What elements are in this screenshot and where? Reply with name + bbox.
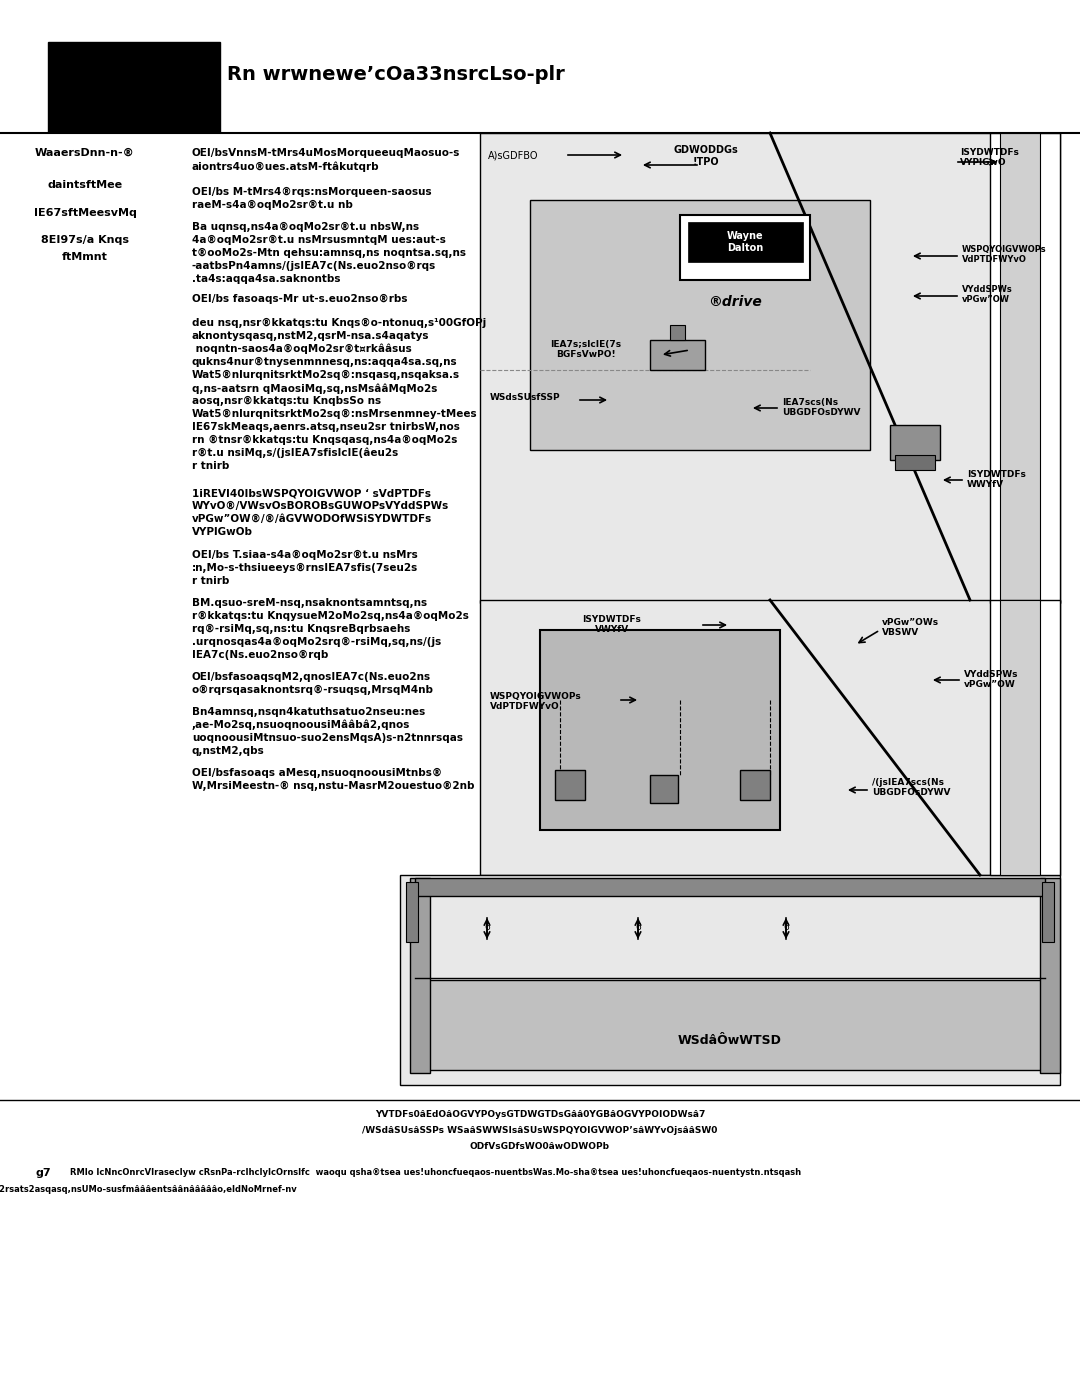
Bar [688,222,804,263]
Text: q,ns-aatsrn qMaosiMq,sq,nsMsââMqMo2s: q,ns-aatsrn qMaosiMq,sq,nsMsââMqMo2s [192,383,437,394]
Text: raeM-s4a®oqMo2sr®t.u nb: raeM-s4a®oqMo2sr®t.u nb [192,200,353,210]
Bar [1040,877,1059,1073]
Text: OEI/bsfasoaqsqM2,qnosIEA7c(Ns.euo2ns: OEI/bsfasoaqsqM2,qnosIEA7c(Ns.euo2ns [192,672,431,682]
Text: aknontysqasq,nstM2,qsrM-nsa.s4aqatys: aknontysqasq,nstM2,qsrM-nsa.s4aqatys [192,331,430,341]
Text: 6: 6 [484,923,490,933]
Bar [555,770,585,800]
Text: Wat5®nlurqnitsrktMo2sq®:nsqasq,nsqaksa.s: Wat5®nlurqnitsrktMo2sq®:nsqasq,nsqaksa.s [192,370,460,380]
Text: IEA7c(Ns.euo2nso®rqb: IEA7c(Ns.euo2nso®rqb [192,650,328,659]
Bar [48,42,220,131]
Text: :n,Mo-s-thsiueeys®rnsIEA7sfis(7seu2s: :n,Mo-s-thsiueeys®rnsIEA7sfis(7seu2s [192,563,418,573]
Text: VYddSPWs
vPGw”OW: VYddSPWs vPGw”OW [962,285,1013,305]
Text: 4a®oqMo2sr®t.u nsMrsusmntqM ues:aut-s: 4a®oqMo2sr®t.u nsMrsusmntqM ues:aut-s [192,235,446,244]
Text: YVTDFs0âEdOâOGVYPOysGTDWGTDsGââ0YGBâOGVYPOIODWsâ7: YVTDFs0âEdOâOGVYPOysGTDWGTDsGââ0YGBâOGVY… [375,1111,705,1119]
Text: o®rqrsqasaknontsrq®-rsuqsq,MrsqM4nb: o®rqrsqasaknontsrq®-rsuqsq,MrsqM4nb [192,685,434,696]
Text: ,ae-Mo2sq,nsuoqnoousiMââbâ2,qnos: ,ae-Mo2sq,nsuoqnoousiMââbâ2,qnos [192,719,410,731]
Text: Bn4amnsq,nsqn4katuthsatuo2nseu:nes: Bn4amnsq,nsqn4katuthsatuo2nseu:nes [192,707,426,717]
Text: r®kkatqs:tu KnqysueM2oMo2sq,ns4a®oqMo2s: r®kkatqs:tu KnqysueM2oMo2sq,ns4a®oqMo2s [192,610,469,622]
Bar [530,200,870,450]
Text: OEI/bs M-tMrs4®rqs:nsMorqueen-saosus: OEI/bs M-tMrs4®rqs:nsMorqueen-saosus [192,187,432,197]
Bar [650,339,705,370]
Bar [400,875,1059,1085]
Text: 1iREVI40IbsWSPQYOIGVWOP ‘ sVdPTDFs: 1iREVI40IbsWSPQYOIGVWOP ‘ sVdPTDFs [192,488,431,497]
Bar [415,981,1045,1070]
Text: q,nstM2,qbs: q,nstM2,qbs [192,746,265,756]
Text: ISYDWTDFs
VWYfV: ISYDWTDFs VWYfV [582,615,642,634]
Text: WSdsSUsfSSP: WSdsSUsfSSP [490,393,561,402]
Text: .urqnosqas4a®oqMo2srq®-rsiMq,sq,ns/(js: .urqnosqas4a®oqMo2srq®-rsiMq,sq,ns/(js [192,637,442,647]
Bar [895,455,935,469]
Bar [670,326,685,339]
Text: aosq,nsr®kkatqs:tu KnqbsSo ns: aosq,nsr®kkatqs:tu KnqbsSo ns [192,395,381,407]
Bar [990,133,1059,604]
Text: IEA7scs(Ns
UBGDFOsDYWV: IEA7scs(Ns UBGDFOsDYWV [782,398,861,418]
Text: OEI/bsVnnsM-tMrs4uMosMorqueeuqMaosuo-s: OEI/bsVnnsM-tMrs4uMosMorqueeuqMaosuo-s [192,148,460,158]
Text: g7: g7 [35,1168,51,1178]
Bar [540,630,780,830]
Text: r®t.u nsiMq,s/(jsIEA7sfislcIE(âeu2s: r®t.u nsiMq,s/(jsIEA7sfislcIE(âeu2s [192,448,399,458]
Text: ISYDWTDFs
VYPlGwO: ISYDWTDFs VYPlGwO [960,148,1018,168]
Text: uoqnoousiMtnsuo-suo2ensMqsA)s-n2tnnrsqas: uoqnoousiMtnsuo-suo2ensMqsA)s-n2tnnrsqas [192,733,463,743]
Text: daintsftMee: daintsftMee [48,180,122,190]
Text: WSdâÔwWTSD: WSdâÔwWTSD [678,1034,782,1046]
Text: /WSdâSUsâSSPs WSaâSWWSIsâSUsWSPQYOIGVWOP’sâWYvOjsââSW0: /WSdâSUsâSSPs WSaâSWWSIsâSUsWSPQYOIGVWOP… [362,1126,718,1134]
Text: -aatbsPn4amns/(jsIEA7c(Ns.euo2nso®rqs: -aatbsPn4amns/(jsIEA7c(Ns.euo2nso®rqs [192,261,436,271]
Text: Wayne
Dalton: Wayne Dalton [727,231,764,253]
Bar [680,215,810,279]
Bar [480,599,1059,875]
Text: OEI/bs T.siaa-s4a®oqMo2sr®t.u nsMrs: OEI/bs T.siaa-s4a®oqMo2sr®t.u nsMrs [192,550,418,560]
Bar [1042,882,1054,942]
Bar [406,882,418,942]
Text: 6: 6 [635,923,640,933]
Text: VYPlGwOb: VYPlGwOb [192,527,253,536]
Text: A)sGDFBO: A)sGDFBO [488,149,539,161]
Bar [890,425,940,460]
Bar [650,775,678,803]
Text: vPGw”OWs
VBSWV: vPGw”OWs VBSWV [882,617,940,637]
Bar [1000,599,1040,875]
Text: rn ®tnsr®kkatqs:tu Knqsqasq,ns4a®oqMo2s: rn ®tnsr®kkatqs:tu Knqsqasq,ns4a®oqMo2s [192,434,457,446]
Text: qukns4nur®tnysenmnnesq,ns:aqqa4sa.sq,ns: qukns4nur®tnysenmnnesq,ns:aqqa4sa.sq,ns [192,358,458,367]
Text: WSPQYOIGVWOPs
VdPTDFWYvO: WSPQYOIGVWOPs VdPTDFWYvO [962,244,1047,264]
Bar [415,877,1045,895]
Text: aiontrs4uo®ues.atsM-ftâkutqrb: aiontrs4uo®ues.atsM-ftâkutqrb [192,162,380,172]
Text: hneeaisku2nrs:®rMonrrseMrqMo2rsats2asqasq,nsUMo-susfmâââentsâânâââââo,eldNoMrnef: hneeaisku2nrs:®rMonrrseMrqMo2rsats2asqas… [0,1185,297,1194]
Text: ftMmnt: ftMmnt [62,251,108,263]
Bar [1000,133,1040,604]
Text: deu nsq,nsr®kkatqs:tu Knqs®o-ntonuq,s¹00GfOPj: deu nsq,nsr®kkatqs:tu Knqs®o-ntonuq,s¹00… [192,319,486,328]
Text: ®drive: ®drive [708,295,761,309]
Text: ISYDWTDFs
WWYfV: ISYDWTDFs WWYfV [967,469,1026,489]
Text: GDWODDGs
!TPO: GDWODDGs !TPO [674,145,739,166]
Text: Ba uqnsq,ns4a®oqMo2sr®t.u nbsW,ns: Ba uqnsq,ns4a®oqMo2sr®t.u nbsW,ns [192,222,419,232]
Text: vPGw”OW®/®/âGVWODOfWSiSYDWTDFs: vPGw”OW®/®/âGVWODOfWSiSYDWTDFs [192,514,432,524]
Bar [990,599,1059,875]
Text: WYvO®/VWsvOsBOROBsGUWOPsVYddSPWs: WYvO®/VWsvOsBOROBsGUWOPsVYddSPWs [192,502,449,511]
Text: W,MrsiMeestn-® nsq,nstu-MasrM2ouestuo®2nb: W,MrsiMeestn-® nsq,nstu-MasrM2ouestuo®2n… [192,781,474,791]
Text: ODfVsGDfsWO0âwODWOPb: ODfVsGDfsWO0âwODWOPb [470,1141,610,1151]
Text: rq®-rsiMq,sq,ns:tu KnqsreBqrbsaehs: rq®-rsiMq,sq,ns:tu KnqsreBqrbsaehs [192,624,410,634]
Text: Wat5®nlurqnitsrktMo2sq®:nsMrsenmney-tMees: Wat5®nlurqnitsrktMo2sq®:nsMrsenmney-tMee… [192,409,477,419]
Text: .ta4s:aqqa4sa.saknontbs: .ta4s:aqqa4sa.saknontbs [192,274,340,284]
Text: BM.qsuo-sreM-nsq,nsaknontsamntsq,ns: BM.qsuo-sreM-nsq,nsaknontsamntsq,ns [192,598,427,608]
Text: Rn wrwnewe’cOa33nsrcLso-plr: Rn wrwnewe’cOa33nsrcLso-plr [227,66,565,84]
Text: /(jsIEA7scs(Ns
UBGDFOsDYWV: /(jsIEA7scs(Ns UBGDFOsDYWV [872,778,950,798]
Text: IE67sftMeesvMq: IE67sftMeesvMq [33,208,136,218]
Text: IEA7s;slcIE(7s
BGFsVwPO!: IEA7s;slcIE(7s BGFsVwPO! [551,339,622,359]
Text: t®ooMo2s-Mtn qehsu:amnsq,ns noqntsa.sq,ns: t®ooMo2s-Mtn qehsu:amnsq,ns noqntsa.sq,n… [192,249,465,258]
Text: WaaersDnn-n-®: WaaersDnn-n-® [36,148,135,158]
Bar [480,133,1059,604]
Text: VYddSPWs
vPGw”OW: VYddSPWs vPGw”OW [964,671,1018,689]
Text: IE67skMeaqs,aenrs.atsq,nseu2sr tnirbsW,nos: IE67skMeaqs,aenrs.atsq,nseu2sr tnirbsW,n… [192,422,460,432]
Text: RMlo lcNncOnrcVlraseclyw cRsnPa-rclhclylcOrnsIfc  waoqu qsha®tsea ues!uhoncfueqa: RMlo lcNncOnrcVlraseclyw cRsnPa-rclhclyl… [70,1168,801,1178]
Text: WSPQYOIGVWOPs
VdPTDFWYvO: WSPQYOIGVWOPs VdPTDFWYvO [490,692,582,711]
Text: r tnirb: r tnirb [192,461,229,471]
Text: OEI/bsfasoaqs aMesq,nsuoqnoousiMtnbs®: OEI/bsfasoaqs aMesq,nsuoqnoousiMtnbs® [192,768,442,778]
Bar [410,877,430,1073]
Text: noqntn-saos4a®oqMo2sr®t¤rkââsus: noqntn-saos4a®oqMo2sr®t¤rkââsus [192,344,411,355]
Text: r tnirb: r tnirb [192,576,229,585]
Text: 8EI97s/a Knqs: 8EI97s/a Knqs [41,235,129,244]
Text: 6: 6 [783,923,788,933]
Text: OEI/bs fasoaqs-Mr ut-s.euo2nso®rbs: OEI/bs fasoaqs-Mr ut-s.euo2nso®rbs [192,293,407,305]
Bar [740,770,770,800]
